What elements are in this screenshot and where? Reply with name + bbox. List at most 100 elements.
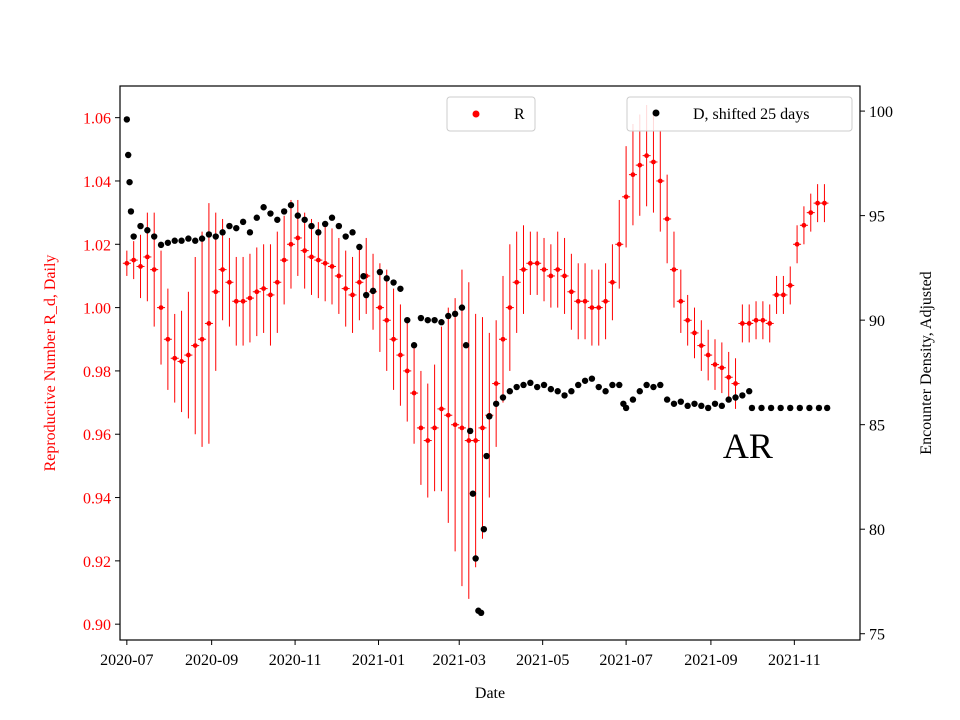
d-point (390, 279, 397, 286)
r-point (459, 425, 465, 431)
r-point (384, 317, 390, 323)
r-point (705, 352, 711, 358)
r-point (315, 257, 321, 263)
y-axis-right-label: Encounter Density, Adjusted (918, 271, 935, 454)
r-point (787, 283, 793, 288)
d-point (767, 404, 775, 412)
d-point (125, 151, 132, 159)
r-point (521, 267, 526, 273)
d-point (126, 178, 133, 186)
r-point (726, 374, 732, 380)
d-point (287, 201, 295, 209)
d-point (698, 402, 705, 410)
r-point (343, 286, 349, 292)
r-point (213, 289, 219, 295)
d-point (157, 241, 165, 249)
d-point (410, 342, 418, 349)
y-right-tick-label: 95 (869, 209, 885, 226)
y-right-tick-label: 85 (869, 418, 885, 435)
r-point (131, 257, 137, 263)
d-point (513, 383, 520, 391)
d-point (438, 319, 445, 326)
r-point (158, 305, 164, 310)
y-right-tick-label: 80 (869, 522, 885, 539)
r-point (240, 298, 246, 304)
r-point (247, 295, 253, 301)
r-point (657, 178, 663, 184)
d-point (178, 237, 185, 244)
d-point (602, 388, 609, 395)
r-point (377, 305, 383, 310)
r-point (774, 292, 779, 298)
r-point (185, 352, 191, 358)
d-point (294, 212, 302, 219)
r-point (568, 289, 574, 295)
r-point (356, 279, 362, 285)
y-axis-left-label: Reproductive Number R_d, Daily (42, 255, 59, 472)
r-point (411, 390, 417, 396)
d-point (527, 379, 534, 387)
d-point (417, 314, 425, 322)
d-point (477, 609, 485, 617)
r-point (445, 412, 451, 418)
r-point (815, 200, 820, 206)
d-point (123, 116, 131, 123)
d-point (164, 239, 172, 246)
legend-d-label: D, shifted 25 days (693, 106, 809, 123)
r-point (233, 298, 239, 304)
d-point (130, 233, 137, 240)
r-point (179, 359, 184, 364)
d-point (472, 555, 479, 562)
r-point (404, 368, 410, 374)
d-point (746, 388, 753, 395)
d-point (787, 404, 794, 412)
d-point (796, 404, 804, 412)
legend-r-marker (472, 110, 480, 118)
r-point (206, 321, 212, 326)
d-point (198, 235, 206, 242)
legends: R D, shifted 25 days (446, 96, 853, 132)
d-point (233, 224, 240, 232)
d-point (561, 392, 568, 399)
d-point (520, 381, 527, 389)
r-point (555, 267, 561, 273)
r-point (610, 279, 615, 285)
x-tick-label: 2021-07 (599, 652, 652, 669)
y-left-tick-label: 1.04 (83, 174, 111, 191)
d-point (483, 452, 490, 460)
r-point (712, 362, 718, 367)
d-point (670, 400, 678, 407)
r-point (261, 286, 267, 292)
d-point (239, 218, 247, 226)
d-point (458, 304, 466, 311)
d-point (144, 227, 151, 234)
d-point (445, 312, 452, 320)
x-tick-label: 2020-07 (100, 652, 153, 669)
r-point (507, 305, 513, 310)
r-point (288, 241, 294, 247)
d-point (185, 235, 192, 242)
r-point (466, 438, 472, 443)
r-point (603, 298, 608, 304)
r-point (664, 216, 670, 222)
legend-r-label: R (514, 106, 525, 123)
y-right-tick-label: 90 (869, 313, 885, 330)
r-point (220, 267, 225, 273)
d-point (739, 392, 746, 399)
r-point (562, 273, 567, 279)
r-point (575, 298, 581, 304)
d-point (758, 404, 765, 412)
d-point (540, 381, 548, 389)
d-point (636, 388, 643, 395)
d-point (363, 291, 370, 299)
d-point (815, 404, 823, 412)
d-point (486, 413, 493, 420)
r-point (281, 257, 287, 263)
d-point (575, 381, 582, 389)
annotation-ar: AR (723, 426, 773, 466)
r-point (493, 381, 499, 386)
r-point (616, 241, 622, 247)
y-right-tick-label: 75 (869, 627, 885, 644)
d-point (280, 208, 288, 215)
d-point (492, 400, 500, 407)
